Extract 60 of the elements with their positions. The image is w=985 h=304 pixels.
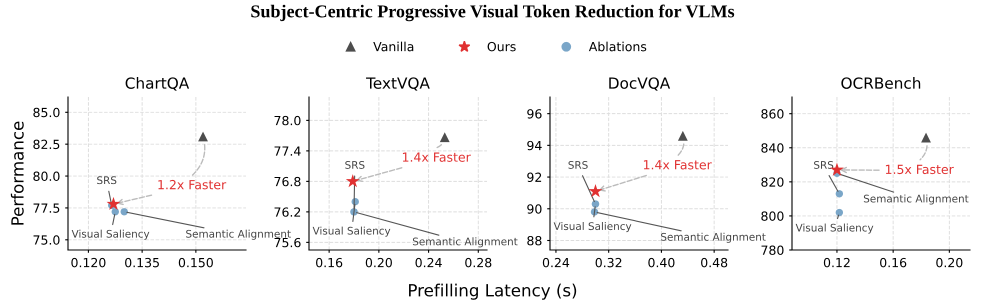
x-tick-label: 0.150 — [178, 258, 213, 268]
y-tick-label: 77.5 — [34, 204, 60, 213]
y-tick-label: 78.0 — [274, 116, 301, 126]
chart-title: DocVQA — [609, 77, 670, 91]
y-tick-label: 90 — [527, 204, 542, 214]
y-tick-label: 77.4 — [274, 146, 301, 156]
x-tick-label: 0.48 — [701, 258, 728, 268]
y-tick-label: 85.0 — [33, 108, 60, 118]
y-tick-label: 92 — [527, 172, 542, 182]
legend-label: Ablations — [588, 42, 646, 52]
x-tick-label: 0.24 — [415, 258, 442, 268]
annotation: 1.4x Faster — [402, 152, 471, 162]
x-tick-label: 0.120 — [71, 258, 106, 268]
annotation: SRS — [97, 176, 116, 184]
legend-label: Vanilla — [373, 42, 414, 52]
chart-title: TextVQA — [366, 77, 430, 91]
annotation: Semantic Alignment — [412, 237, 518, 248]
annotation: SRS — [814, 160, 834, 169]
x-tick-label: 0.20 — [366, 258, 392, 268]
y-tick-label: 76.8 — [274, 176, 301, 186]
y-tick-label: 88 — [527, 236, 542, 246]
annotation: Semantic Alignment — [864, 194, 968, 205]
text: Subject-Centric Progressive Visual Token Reduction for VLMs — [251, 4, 734, 22]
y-tick-label: 75.0 — [34, 235, 60, 245]
y-tick-label: 80.0 — [33, 172, 60, 181]
y-tick-label: 840 — [761, 143, 784, 153]
annotation: Visual Saliency — [554, 222, 632, 232]
annotation: SRS — [345, 160, 364, 169]
annotation: Visual Saliency — [796, 224, 874, 234]
annotation: Semantic Alignment — [186, 230, 291, 240]
y-axis-title: Performance — [10, 122, 24, 225]
y-tick-label: 76.2 — [274, 207, 300, 217]
x-tick-label: 0.16 — [316, 258, 342, 268]
chart-title: ChartQA — [126, 77, 190, 91]
x-axis-title: Prefilling Latency (s) — [409, 284, 576, 300]
y-tick-label: 820 — [761, 177, 784, 187]
y-tick-label: 780 — [762, 245, 784, 255]
y-tick-label: 75.6 — [274, 238, 301, 248]
x-tick-label: 0.16 — [880, 258, 906, 268]
x-tick-label: 0.24 — [542, 258, 570, 268]
x-tick-label: 0.135 — [125, 258, 159, 268]
annotation: 1.2x Faster — [158, 180, 226, 190]
x-tick-label: 0.28 — [465, 258, 492, 268]
x-tick-label: 0.20 — [936, 258, 962, 268]
annotation: 1.4x Faster — [644, 160, 712, 170]
x-tick-label: 0.12 — [824, 258, 850, 268]
chart-title: OCRBench — [841, 77, 920, 89]
annotation: SRS — [568, 160, 588, 169]
y-tick-label: 860 — [761, 109, 784, 119]
y-tick-label: 96 — [527, 109, 542, 119]
y-tick-label: 82.5 — [33, 140, 60, 150]
annotation: Visual Saliency — [72, 230, 150, 240]
legend-label: Ours — [488, 42, 516, 52]
annotation: 1.5x Faster — [886, 164, 954, 174]
y-tick-label: 94 — [527, 140, 542, 150]
annotation: Visual Saliency — [312, 226, 390, 237]
x-tick-label: 0.40 — [648, 258, 674, 268]
annotation: Semantic Alignment — [661, 232, 766, 243]
y-tick-label: 800 — [761, 211, 784, 221]
x-tick-label: 0.32 — [596, 258, 622, 268]
